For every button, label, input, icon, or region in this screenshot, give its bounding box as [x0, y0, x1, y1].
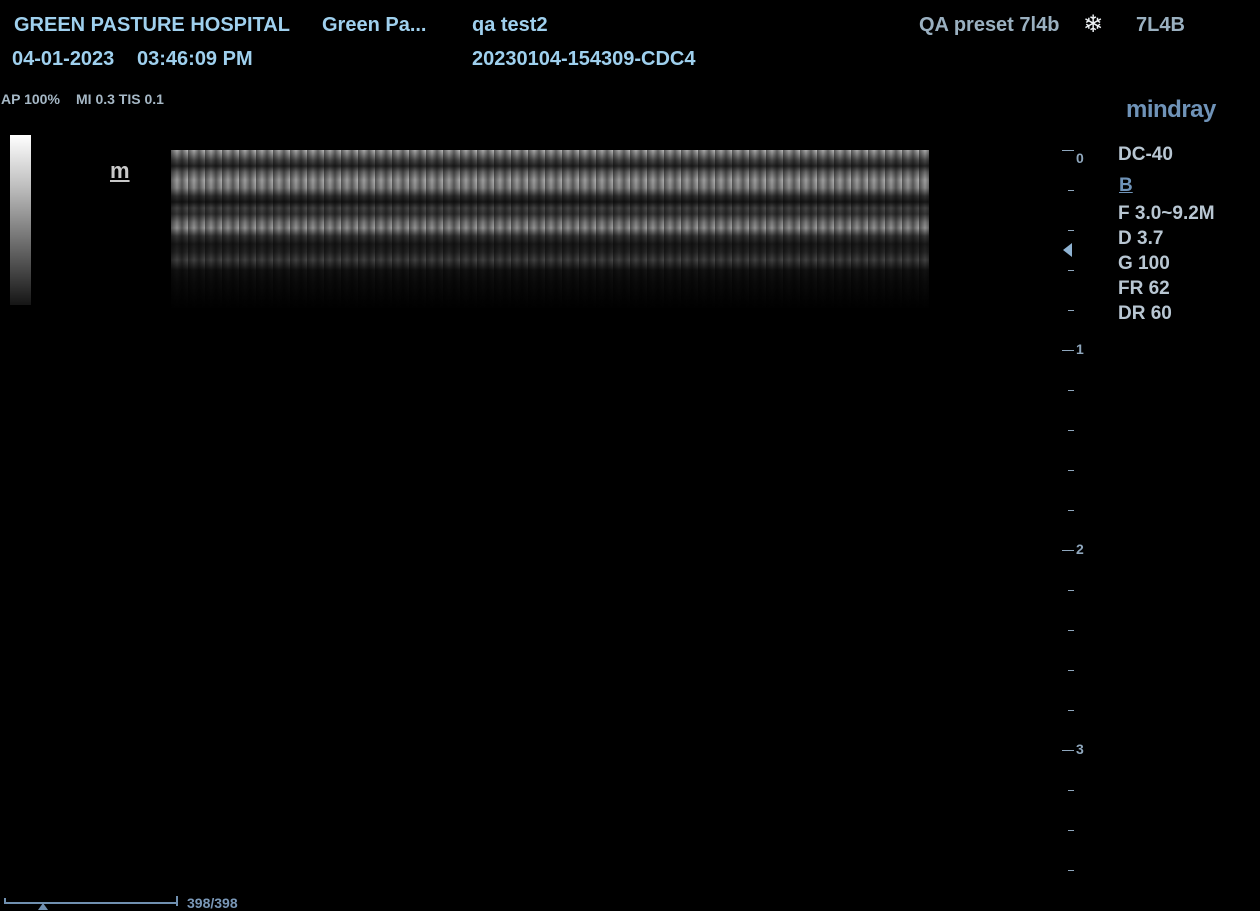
scale-tick: [1068, 630, 1074, 631]
scale-tick: [1068, 670, 1074, 671]
focus-marker-icon[interactable]: [1063, 243, 1072, 257]
scale-tick: [1068, 310, 1074, 311]
mi-tis-indices: MI 0.3 TIS 0.1: [76, 91, 164, 107]
probe-name[interactable]: 7L4B: [1136, 14, 1185, 36]
exam-time: 03:46:09 PM: [137, 48, 253, 70]
scale-tick: [1068, 230, 1074, 231]
system-model: DC-40: [1118, 144, 1173, 165]
scale-tick: [1062, 350, 1074, 351]
scale-tick: [1068, 270, 1074, 271]
preset-name[interactable]: QA preset 7l4b: [919, 14, 1060, 36]
depth-scale: 0 1 2 3: [1058, 140, 1098, 880]
gain-param: G 100: [1118, 253, 1170, 274]
scale-tick: [1062, 550, 1074, 551]
mindray-logo: mindray: [1126, 96, 1216, 123]
scale-label-0: 0: [1076, 150, 1084, 166]
dynamic-range-param: DR 60: [1118, 303, 1172, 324]
cine-end-tick: [176, 896, 178, 906]
cine-frame-count: 398/398: [187, 895, 238, 911]
scale-tick: [1068, 830, 1074, 831]
cine-marker-icon[interactable]: [38, 903, 48, 910]
scale-tick: [1068, 590, 1074, 591]
scale-tick: [1068, 190, 1074, 191]
scale-tick: [1068, 710, 1074, 711]
scale-label-2: 2: [1076, 541, 1084, 557]
scale-label-3: 3: [1076, 741, 1084, 757]
patient-name: qa test2: [472, 14, 548, 36]
department-name: Green Pa...: [322, 14, 427, 36]
scale-tick: [1068, 430, 1074, 431]
ultrasound-image[interactable]: [171, 150, 929, 310]
hospital-name: GREEN PASTURE HOSPITAL: [14, 14, 290, 36]
grayscale-bar: [10, 135, 31, 305]
orientation-mark-icon: m: [110, 158, 130, 183]
scale-tick: [1062, 750, 1074, 751]
depth-param: D 3.7: [1118, 228, 1164, 249]
acoustic-power: AP 100%: [1, 91, 60, 107]
scale-tick: [1068, 390, 1074, 391]
scale-tick: [1068, 470, 1074, 471]
scale-tick: [1062, 150, 1074, 151]
scale-label-1: 1: [1076, 341, 1084, 357]
snowflake-icon[interactable]: ❄: [1083, 11, 1104, 38]
frequency-param: F 3.0~9.2M: [1118, 203, 1215, 224]
cine-track: [4, 902, 176, 904]
exam-date: 04-01-2023: [12, 48, 115, 70]
scale-tick: [1068, 510, 1074, 511]
scale-tick: [1068, 870, 1074, 871]
exam-id: 20230104-154309-CDC4: [472, 48, 696, 70]
frame-rate-param: FR 62: [1118, 278, 1170, 299]
imaging-mode[interactable]: B: [1119, 175, 1133, 196]
cine-progress-bar[interactable]: 398/398: [4, 895, 244, 911]
cine-start-tick: [4, 898, 6, 904]
scale-tick: [1068, 790, 1074, 791]
